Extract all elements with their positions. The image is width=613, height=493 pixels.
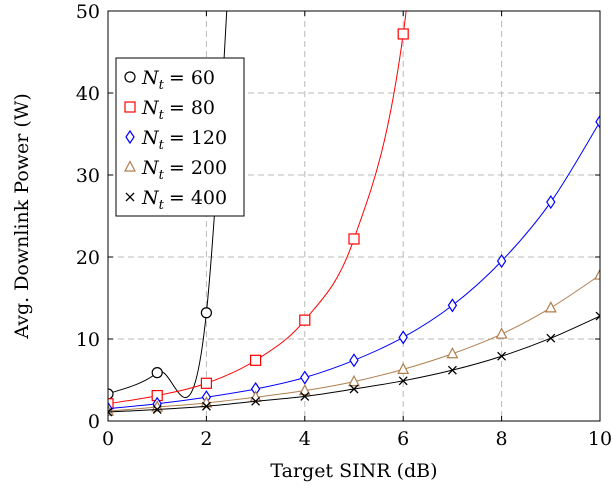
data-point-4-0 [108, 407, 113, 417]
y-tick-label-5: 50 [76, 1, 100, 23]
legend-label-2: Nt = 120 [141, 127, 227, 153]
legend-box [115, 57, 245, 217]
data-point-4-4 [300, 391, 310, 401]
series-line-2 [108, 121, 600, 410]
data-point-0-2 [200, 307, 212, 319]
legend-label-0: Nt = 60 [141, 67, 215, 93]
data-point-0-1 [151, 367, 163, 379]
data-point-4-6 [398, 376, 408, 386]
x-axis-label: Target SINR (dB) [270, 460, 437, 482]
data-point-2-6 [398, 330, 408, 345]
legend-marker-4 [125, 192, 135, 202]
data-point-1-4 [299, 314, 311, 326]
legend-marker-3 [124, 160, 136, 172]
data-point-3-10 [594, 268, 600, 280]
x-tick-label-3: 6 [397, 428, 409, 450]
data-point-1-2 [200, 377, 212, 389]
data-point-4-9 [546, 333, 556, 343]
data-point-2-10 [595, 114, 600, 129]
data-point-2-8 [496, 254, 507, 269]
x-tick-label-5: 10 [588, 428, 612, 450]
series-4 [108, 311, 600, 417]
grid-lines [108, 11, 600, 421]
series-line-1 [108, 11, 407, 405]
data-point-1-0 [108, 398, 114, 410]
legend: Nt = 60 Nt = 80 Nt = 120 Nt = 200 Nt = 400 [115, 57, 245, 217]
x-tick-label-2: 4 [299, 428, 311, 450]
series-layer [108, 11, 600, 417]
data-point-2-9 [546, 194, 556, 210]
data-point-2-7 [447, 298, 458, 313]
data-point-4-3 [251, 396, 261, 406]
data-point-3-6 [397, 362, 410, 374]
data-point-3-8 [495, 327, 508, 339]
axis-ticks: 0 2 4 6 8 10 0 10 20 30 40 50 [76, 1, 612, 450]
data-point-4-10 [595, 311, 600, 321]
data-point-2-5 [349, 353, 359, 368]
legend-marker-1 [124, 101, 136, 113]
x-tick-label-0: 0 [102, 428, 114, 450]
data-point-0-0 [108, 388, 114, 400]
plot-frame [107, 10, 601, 422]
series-1 [108, 11, 409, 410]
legend-label-4: Nt = 400 [141, 187, 227, 213]
data-point-4-2 [201, 401, 211, 411]
series-3 [108, 268, 600, 416]
series-0 [108, 11, 228, 400]
legend-marker-0 [124, 71, 136, 83]
data-point-1-5 [348, 233, 360, 245]
legend-label-3: Nt = 200 [141, 157, 227, 183]
data-point-3-9 [544, 301, 557, 313]
y-tick-label-3: 30 [76, 165, 100, 187]
data-point-4-8 [497, 351, 507, 361]
data-point-3-7 [446, 346, 459, 359]
x-tick-label-1: 2 [200, 428, 212, 450]
data-point-2-4 [300, 370, 310, 385]
data-point-4-5 [349, 384, 359, 394]
y-tick-label-1: 10 [76, 329, 100, 351]
y-tick-label-4: 40 [76, 83, 100, 105]
y-axis-label: Avg. Downlink Power (W) [11, 93, 33, 339]
legend-marker-2 [125, 129, 135, 145]
y-tick-label-0: 0 [88, 411, 100, 433]
x-tick-label-4: 8 [496, 428, 508, 450]
data-point-4-1 [152, 405, 162, 414]
legend-label-1: Nt = 80 [141, 97, 215, 123]
data-point-3-5 [348, 374, 360, 387]
data-point-1-3 [250, 354, 262, 366]
data-point-3-4 [298, 383, 311, 396]
data-point-1-6 [397, 28, 409, 40]
data-point-4-7 [447, 365, 457, 375]
y-tick-label-2: 20 [76, 247, 100, 269]
